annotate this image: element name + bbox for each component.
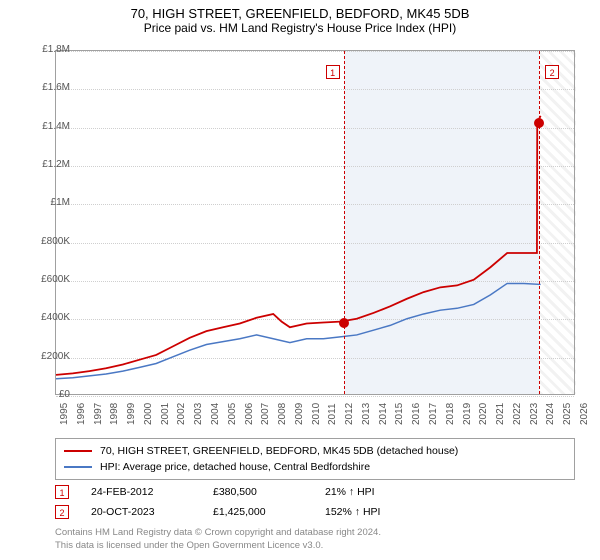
x-tick-label: 1999 — [126, 413, 137, 425]
chart-subtitle: Price paid vs. HM Land Registry's House … — [0, 21, 600, 35]
sale-price: £380,500 — [213, 486, 303, 498]
y-tick-label: £600K — [22, 274, 70, 285]
x-tick-label: 2010 — [311, 413, 322, 425]
legend: 70, HIGH STREET, GREENFIELD, BEDFORD, MK… — [55, 438, 575, 480]
sale-date: 20-OCT-2023 — [91, 506, 191, 518]
x-tick-label: 2007 — [260, 413, 271, 425]
series-hpi — [56, 283, 541, 378]
x-tick-label: 2011 — [327, 413, 338, 425]
y-tick-label: £800K — [22, 236, 70, 247]
x-tick-label: 2022 — [512, 413, 523, 425]
y-tick-label: £1.6M — [22, 82, 70, 93]
x-tick-label: 2006 — [244, 413, 255, 425]
x-tick-label: 2012 — [344, 413, 355, 425]
legend-row: HPI: Average price, detached house, Cent… — [64, 459, 566, 475]
x-tick-label: 2020 — [478, 413, 489, 425]
x-tick-label: 2009 — [294, 413, 305, 425]
sales-row: 2 20-OCT-2023 £1,425,000 152% ↑ HPI — [55, 502, 575, 522]
footer: Contains HM Land Registry data © Crown c… — [55, 526, 575, 552]
y-tick-label: £1M — [22, 197, 70, 208]
legend-swatch-hpi — [64, 466, 92, 468]
sales-row: 1 24-FEB-2012 £380,500 21% ↑ HPI — [55, 482, 575, 502]
x-tick-label: 2002 — [176, 413, 187, 425]
sale-vline — [344, 51, 345, 394]
sale-price: £1,425,000 — [213, 506, 303, 518]
y-tick-label: £1.8M — [22, 44, 70, 55]
sale-date: 24-FEB-2012 — [91, 486, 191, 498]
x-tick-label: 2023 — [529, 413, 540, 425]
x-tick-label: 2014 — [378, 413, 389, 425]
chart-area: 12 — [55, 50, 575, 395]
x-tick-label: 2013 — [361, 413, 372, 425]
x-tick-label: 2008 — [277, 413, 288, 425]
legend-swatch-subject — [64, 450, 92, 452]
legend-label-hpi: HPI: Average price, detached house, Cent… — [100, 459, 370, 475]
x-tick-label: 1996 — [76, 413, 87, 425]
x-tick-label: 2003 — [193, 413, 204, 425]
x-tick-label: 2000 — [143, 413, 154, 425]
title-block: 70, HIGH STREET, GREENFIELD, BEDFORD, MK… — [0, 0, 600, 35]
legend-row: 70, HIGH STREET, GREENFIELD, BEDFORD, MK… — [64, 443, 566, 459]
x-tick-label: 1998 — [109, 413, 120, 425]
sale-tag: 2 — [545, 65, 559, 79]
sale-tag: 1 — [326, 65, 340, 79]
x-tick-label: 2021 — [495, 413, 506, 425]
gridline — [56, 396, 574, 397]
x-tick-label: 2024 — [545, 413, 556, 425]
chart-title: 70, HIGH STREET, GREENFIELD, BEDFORD, MK… — [0, 6, 600, 21]
plot-svg — [56, 51, 574, 394]
x-tick-label: 2017 — [428, 413, 439, 425]
footer-line-1: Contains HM Land Registry data © Crown c… — [55, 526, 575, 539]
footer-line-2: This data is licensed under the Open Gov… — [55, 539, 575, 552]
sale-marker — [534, 118, 544, 128]
sale-delta: 21% ↑ HPI — [325, 486, 375, 498]
series-subject — [56, 116, 541, 375]
y-tick-label: £1.4M — [22, 121, 70, 132]
y-tick-label: £0 — [22, 389, 70, 400]
sale-delta: 152% ↑ HPI — [325, 506, 380, 518]
x-tick-label: 2005 — [227, 413, 238, 425]
sale-index-box: 1 — [55, 485, 69, 499]
x-tick-label: 2004 — [210, 413, 221, 425]
x-tick-label: 1997 — [93, 413, 104, 425]
sale-vline — [539, 51, 540, 394]
sale-index-box: 2 — [55, 505, 69, 519]
root: 70, HIGH STREET, GREENFIELD, BEDFORD, MK… — [0, 0, 600, 560]
x-tick-label: 2025 — [562, 413, 573, 425]
x-tick-label: 2019 — [462, 413, 473, 425]
x-tick-label: 2016 — [411, 413, 422, 425]
x-tick-label: 2015 — [394, 413, 405, 425]
sale-marker — [339, 318, 349, 328]
x-tick-label: 2018 — [445, 413, 456, 425]
legend-label-subject: 70, HIGH STREET, GREENFIELD, BEDFORD, MK… — [100, 443, 458, 459]
y-tick-label: £200K — [22, 351, 70, 362]
y-tick-label: £400K — [22, 312, 70, 323]
y-tick-label: £1.2M — [22, 159, 70, 170]
x-tick-label: 1995 — [59, 413, 70, 425]
x-tick-label: 2001 — [160, 413, 171, 425]
x-tick-label: 2026 — [579, 413, 590, 425]
sales-table: 1 24-FEB-2012 £380,500 21% ↑ HPI 2 20-OC… — [55, 482, 575, 522]
